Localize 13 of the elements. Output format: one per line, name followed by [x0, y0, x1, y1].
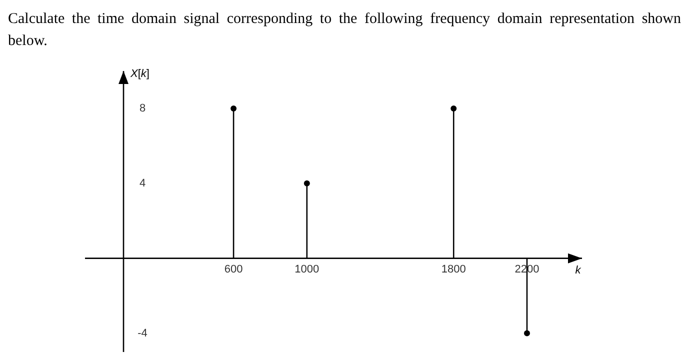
- y-tick-label: 8: [139, 102, 146, 114]
- x-tick-label: 1000: [294, 263, 320, 276]
- y-tick-label: -4: [138, 327, 148, 340]
- y-axis-title: X[k]: [130, 68, 150, 80]
- point: [230, 105, 237, 112]
- point: [304, 180, 310, 186]
- x-axis-title: k: [575, 264, 582, 276]
- y-tick-label: 4: [139, 177, 146, 190]
- chart-title: Calculate the time domain signal corresponding to the following frequency domain representation shown below.: [8, 10, 681, 51]
- x-tick-label: 600: [224, 263, 243, 276]
- point: [450, 105, 457, 112]
- point: [524, 330, 530, 336]
- x-tick-label: 1800: [441, 263, 466, 276]
